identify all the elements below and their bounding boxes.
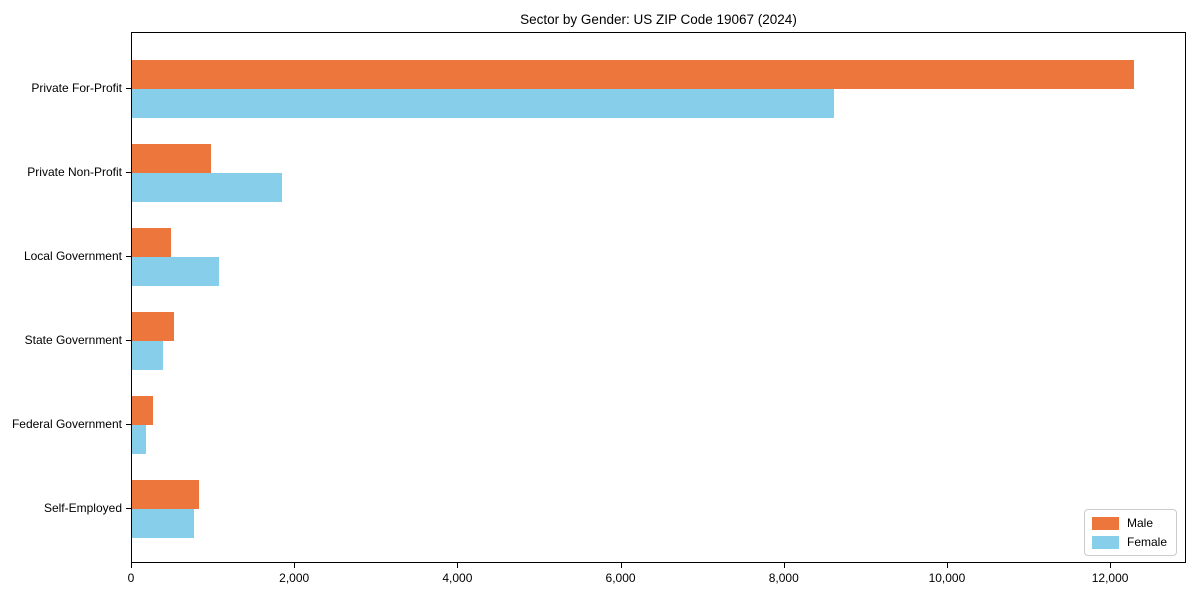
legend-label-male: Male (1126, 516, 1153, 530)
xtick-mark (1110, 563, 1112, 568)
xtick-mark (783, 563, 785, 568)
ytick-label: Private Non-Profit (27, 164, 122, 179)
ytick-label: State Government (24, 332, 122, 347)
chart-title: Sector by Gender: US ZIP Code 19067 (202… (520, 12, 797, 27)
bar-female-local-government (132, 256, 220, 286)
bar-female-federal-government (132, 424, 146, 454)
female-swatch-icon (1091, 535, 1119, 549)
xtick-mark (294, 563, 296, 568)
bar-female-private-for-profit (132, 88, 834, 118)
bar-female-private-non-profit (132, 172, 282, 202)
xtick-label: 10,000 (928, 571, 966, 585)
xtick-label: 8,000 (768, 571, 799, 585)
ytick-mark (126, 87, 131, 89)
xtick-mark (620, 563, 622, 568)
bar-male-self-employed (132, 479, 199, 509)
xtick-label: 6,000 (605, 571, 636, 585)
ytick-label: Private For-Profit (31, 80, 122, 95)
ytick-label: Federal Government (11, 416, 122, 431)
xtick-mark (457, 563, 459, 568)
ytick-mark (126, 171, 131, 173)
xtick-mark (131, 563, 132, 568)
legend: Male Female (1083, 509, 1177, 556)
legend-label-female: Female (1126, 535, 1167, 549)
bar-male-federal-government (132, 395, 154, 425)
ytick-mark (126, 255, 131, 257)
xtick-label: 12,000 (1091, 571, 1129, 585)
bar-female-state-government (132, 340, 163, 370)
ytick-label: Local Government (23, 248, 122, 263)
bar-male-private-for-profit (132, 59, 1134, 89)
ytick-mark (126, 507, 131, 509)
bar-male-local-government (132, 227, 172, 257)
legend-entry-male: Male (1091, 516, 1167, 530)
xtick-label: 4,000 (442, 571, 473, 585)
xtick-mark (946, 563, 948, 568)
ytick-mark (126, 423, 131, 425)
male-swatch-icon (1091, 516, 1119, 530)
ytick-mark (126, 339, 131, 341)
ytick-label: Self-Employed (43, 500, 122, 515)
bar-male-state-government (132, 311, 174, 341)
plot-area: Male Female (131, 32, 1186, 563)
xtick-label: 0 (127, 571, 135, 585)
legend-entry-female: Female (1091, 535, 1167, 549)
xtick-label: 2,000 (279, 571, 310, 585)
bar-male-private-non-profit (132, 143, 211, 173)
bar-female-self-employed (132, 508, 194, 538)
